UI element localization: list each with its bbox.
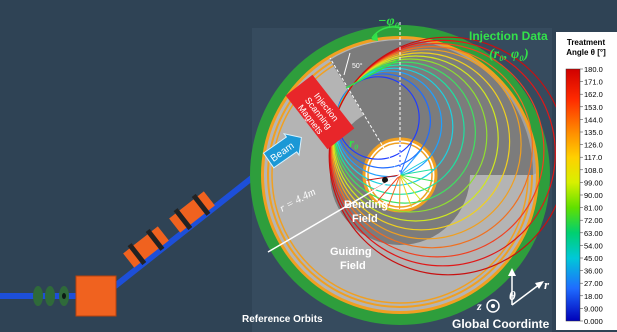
axis-r-label: r (544, 277, 550, 292)
colorbar-title-1: Treatment (567, 38, 606, 47)
axis-theta-label: θ (509, 288, 516, 303)
colorbar-tick-label: 153.0 (584, 103, 603, 112)
bending-field-label-1: Bending (344, 199, 388, 211)
reference-orbit (329, 39, 556, 267)
colorbar-tick-label: 63.00 (584, 229, 603, 238)
colorbar-tick-label: 0.000 (584, 317, 603, 326)
angle-50-label: 50° (352, 62, 363, 70)
colorbar-title-2: Angle θ [°] (566, 48, 606, 57)
colorbar-tick-label: 27.00 (584, 279, 603, 288)
global-coordinate-label: Global Coordinte (452, 317, 550, 331)
colorbar-tick-label: 144.0 (584, 115, 603, 124)
orbit-fan-line (399, 148, 423, 176)
colorbar-ticks: 180.0 171.0 162.0 153.0 144.0 135.0 126.0 117.0… (580, 65, 603, 326)
minus-phi0-label: −φ₀ (378, 14, 400, 29)
quadrupole-magnet-1 (123, 226, 169, 268)
orbit-fan-line (399, 142, 413, 176)
colorbar-tick-label: 36.00 (584, 267, 603, 276)
beamline (0, 155, 279, 317)
guiding-field-label-1: Guiding (330, 246, 372, 258)
bending-field-label-2: Field (352, 213, 378, 225)
orbit-fan-line (399, 174, 430, 193)
center-marker (382, 177, 388, 183)
colorbar-tick-label: 108.0 (584, 166, 603, 175)
reference-orbits-label: Reference Orbits (242, 314, 323, 325)
orbit-fan-line (399, 174, 434, 182)
beamline-coils (33, 286, 69, 306)
colorbar-gradient (565, 68, 581, 322)
orbit-fan-line (399, 174, 422, 202)
colorbar-tick-label: 126.0 (584, 141, 603, 150)
axis-z-label: z (476, 299, 482, 313)
colorbar-tick-label: 18.00 (584, 292, 603, 301)
injection-radial-line (329, 57, 401, 176)
z-axis-symbol (486, 299, 500, 313)
colorbar: Treatment Angle θ [°] 180.0 171.0 162.0 153… (556, 32, 617, 330)
colorbar-tick-label: 162.0 (584, 90, 603, 99)
colorbar-tick-label: 54.00 (584, 241, 603, 250)
colorbar-tick-label: 72.00 (584, 216, 603, 225)
colorbar-tick-label: 9.000 (584, 304, 603, 313)
colorbar-tick-label: 90.00 (584, 191, 603, 200)
orbit-fan-line (399, 174, 412, 208)
colorbar-tick-label: 180.0 (584, 65, 603, 74)
orbit-fan-line (387, 174, 401, 207)
r0-indicator (345, 59, 399, 89)
phi-arc (371, 26, 401, 39)
colorbar-tick-label: 135.0 (584, 128, 603, 137)
colorbar-tick-label: 45.00 (584, 254, 603, 263)
orbit-fan-line (399, 168, 434, 176)
colorbar-tick-label: 99.00 (584, 178, 603, 187)
guiding-field-label-2: Field (340, 260, 366, 272)
angle-tick (343, 52, 351, 76)
orbit-fan-line (377, 174, 401, 202)
colorbar-tick-label: 81.00 (584, 204, 603, 213)
orbit-fan-line (399, 157, 430, 176)
radius-line (267, 174, 401, 253)
dipole-magnet (75, 275, 117, 317)
colorbar-tick-label: 171.0 (584, 78, 603, 87)
injection-data-label: Injection Data (469, 29, 548, 43)
quadrupole-magnet-2 (169, 191, 215, 233)
r0-label: r₀ (349, 135, 359, 150)
colorbar-tick-label: 117.0 (584, 153, 602, 162)
coordinate-axes: r θ z (476, 268, 550, 313)
reference-orbit (330, 45, 533, 249)
injection-params-label: (r₀, φ₀) (489, 47, 529, 62)
